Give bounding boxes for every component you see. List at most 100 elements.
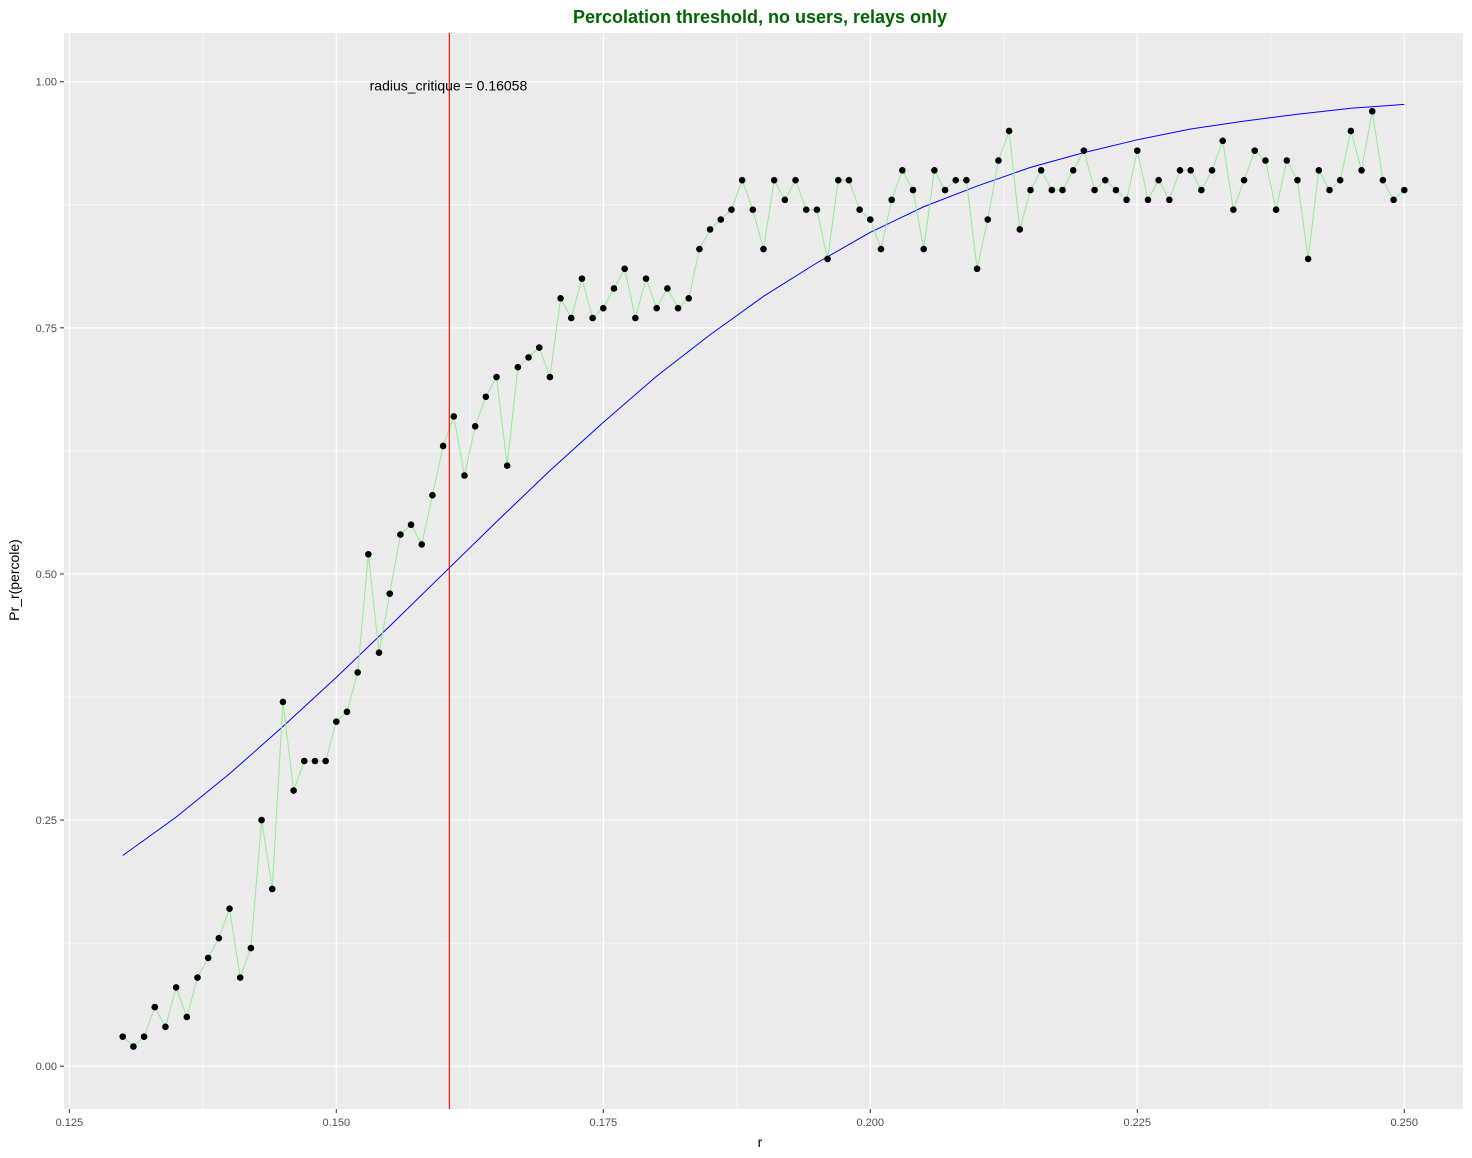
observed-point	[461, 472, 468, 479]
observed-point	[621, 265, 628, 273]
observed-point	[343, 708, 351, 716]
observed-point	[952, 176, 960, 184]
observed-point	[931, 167, 938, 174]
observed-point	[1219, 137, 1227, 145]
observed-point	[1240, 176, 1248, 184]
observed-point	[482, 393, 490, 401]
observed-point	[589, 314, 596, 322]
observed-point	[322, 757, 329, 765]
observed-point	[1187, 167, 1194, 174]
observed-point	[1048, 186, 1056, 194]
observed-point	[1123, 196, 1130, 204]
observed-point	[365, 550, 372, 558]
observed-point	[1315, 167, 1323, 174]
grid-major	[64, 33, 1463, 1109]
observed-point	[685, 295, 693, 302]
observed-point	[407, 521, 415, 529]
observed-point	[802, 206, 810, 214]
observed-point	[290, 787, 297, 794]
observed-points-layer	[119, 107, 1408, 1050]
observed-point	[1208, 167, 1216, 174]
observed-point	[1080, 147, 1088, 154]
observed-point	[172, 984, 180, 991]
observed-point	[1368, 107, 1376, 115]
observed-point	[300, 757, 308, 765]
threshold-annotation: radius_critique = 0.16058	[370, 78, 528, 94]
observed-point	[1155, 176, 1162, 184]
observed-point	[1294, 176, 1301, 184]
x-axis-ticks: 0.125 0.150 0.175 0.200 0.225 0.250	[56, 1109, 1418, 1129]
observed-point	[183, 1013, 191, 1021]
observed-point	[664, 285, 671, 292]
observed-point	[397, 531, 404, 538]
observed-point	[845, 176, 853, 184]
observed-point	[1326, 186, 1333, 194]
observed-point	[653, 304, 661, 312]
observed-point	[770, 176, 778, 184]
x-tick-label: 0.225	[1124, 1117, 1152, 1129]
observed-point	[1198, 186, 1205, 194]
x-axis-title: r	[758, 1134, 763, 1150]
observed-point	[450, 413, 458, 420]
observed-point	[856, 206, 863, 214]
observed-point	[375, 649, 383, 657]
observed-point	[1176, 167, 1184, 174]
observed-point	[920, 245, 927, 253]
observed-point	[557, 295, 564, 302]
observed-point	[995, 157, 1002, 164]
observed-point	[525, 354, 532, 361]
observed-point	[1112, 186, 1120, 194]
x-tick-label: 0.125	[56, 1117, 84, 1129]
x-tick-label: 0.200	[857, 1117, 885, 1129]
x-tick-label: 0.250	[1390, 1117, 1418, 1129]
y-tick-label: 0.25	[36, 815, 57, 827]
observed-point	[1283, 157, 1291, 164]
observed-point	[984, 216, 992, 223]
observed-point	[1166, 196, 1173, 204]
fit-curve-layer	[122, 103, 1405, 856]
observed-point	[813, 206, 821, 214]
observed-point	[418, 541, 426, 548]
observed-point	[503, 462, 511, 469]
observed-point	[696, 245, 703, 253]
observed-point	[717, 216, 725, 223]
observed-point	[941, 186, 949, 194]
observed-point	[1005, 127, 1013, 135]
y-axis-title: Pr_r(percole)	[6, 539, 22, 621]
observed-point	[1059, 186, 1066, 194]
observed-point	[749, 206, 757, 214]
y-tick-label: 0.50	[36, 569, 57, 581]
observed-point	[1379, 176, 1387, 184]
x-tick-label: 0.150	[323, 1117, 351, 1129]
observed-point	[1390, 196, 1397, 204]
observed-point	[1400, 186, 1408, 194]
observed-point	[567, 314, 575, 322]
observed-point	[546, 373, 554, 381]
observed-point	[760, 245, 767, 253]
observed-point	[493, 373, 500, 381]
observed-point	[1304, 255, 1312, 263]
observed-point	[130, 1043, 137, 1050]
observed-point	[888, 196, 895, 204]
observed-point	[236, 974, 244, 981]
observed-point	[909, 186, 917, 194]
observed-point	[354, 669, 361, 676]
observed-point	[162, 1023, 169, 1031]
observed-point	[279, 698, 287, 706]
observed-point	[1347, 127, 1355, 135]
observed-point	[1358, 167, 1365, 174]
observed-point	[963, 176, 970, 184]
observed-point	[1251, 147, 1259, 154]
observed-point	[1069, 167, 1077, 174]
observed-point	[439, 442, 447, 450]
observed-point	[247, 944, 255, 952]
observed-point	[792, 176, 799, 184]
observed-point	[738, 176, 746, 184]
observed-point	[333, 718, 340, 725]
observed-point	[471, 422, 479, 430]
y-tick-label: 0.00	[36, 1061, 57, 1073]
grid-minor	[64, 33, 1463, 1109]
observed-point	[1091, 186, 1098, 194]
y-axis-ticks: 0.00 0.25 0.50 0.75 1.00	[36, 77, 64, 1073]
